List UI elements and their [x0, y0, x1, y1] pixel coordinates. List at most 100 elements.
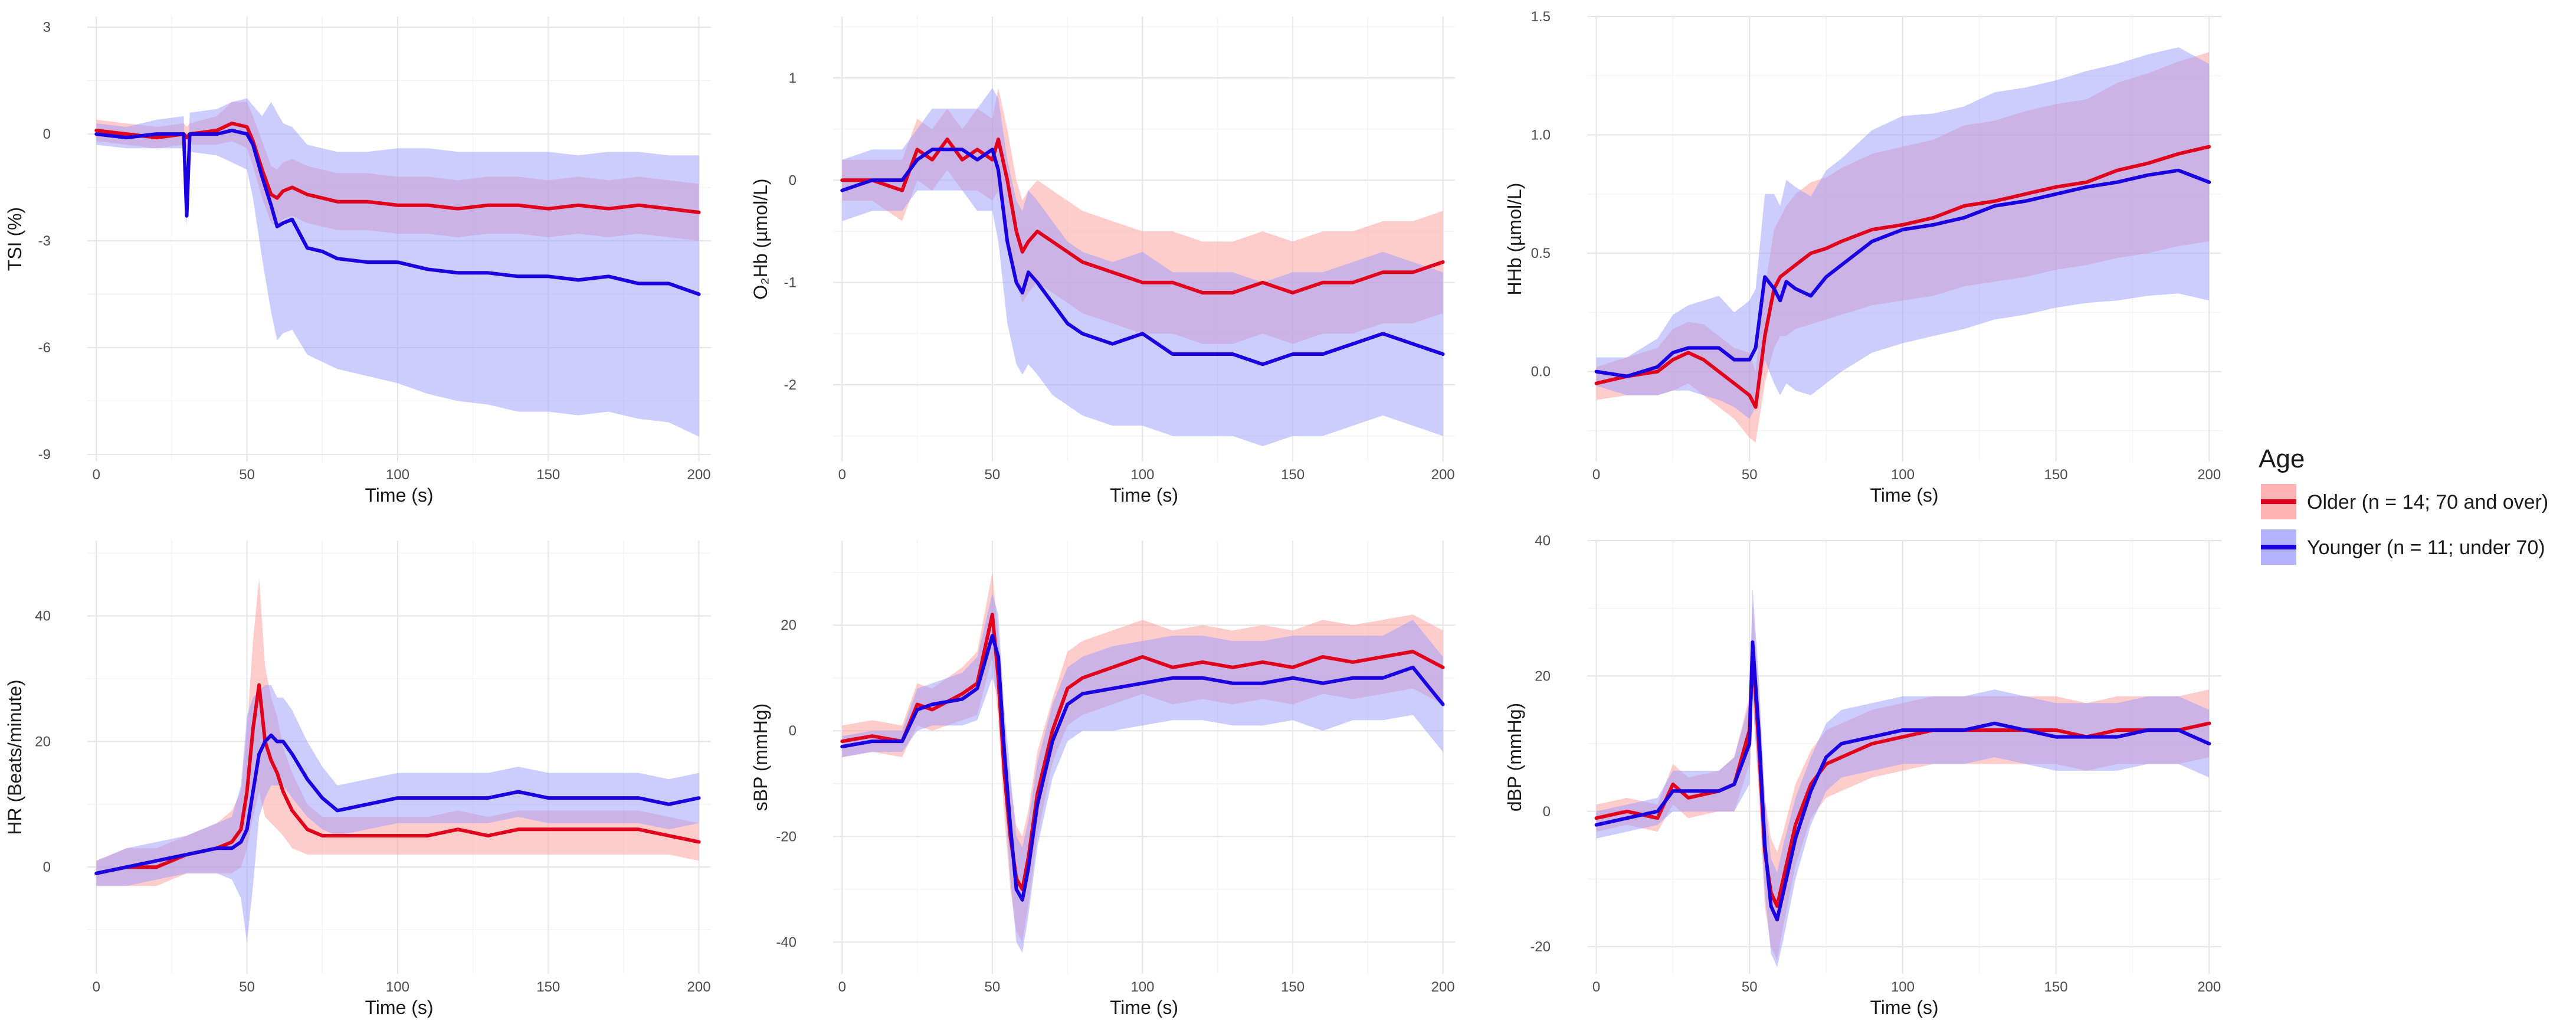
line-hhb-older — [1594, 145, 2211, 409]
lines-dbp — [1594, 640, 2211, 922]
x-tick-label: 200 — [2197, 979, 2221, 995]
x-tick-label: 100 — [1130, 979, 1154, 995]
bands-hhb — [1596, 47, 2210, 443]
x-tick-label: 0 — [93, 467, 100, 483]
x-tick-label: 100 — [1130, 467, 1154, 483]
y-tick-label: 0 — [43, 126, 51, 142]
band-hhb-younger — [1596, 47, 2210, 419]
x-tick-label: 100 — [386, 979, 409, 995]
x-axis-title: Time (s) — [1110, 997, 1178, 1018]
line-sbp-younger — [840, 634, 1445, 902]
legend-item-younger: Younger (n = 11; under 70) — [2261, 529, 2545, 565]
x-tick-label: 150 — [1281, 467, 1305, 483]
y-tick-label: 0 — [43, 859, 51, 875]
x-tick-label: 150 — [2044, 467, 2068, 483]
line-dbp-younger — [1594, 640, 2211, 922]
x-tick-label: 50 — [1742, 979, 1758, 995]
panel-tsi: 0 50 100 150 200 -9 -6 -3 0 3 Time (s) TSI (%) — [4, 17, 711, 506]
y-tick-label: 20 — [781, 617, 797, 633]
line-hr-younger — [94, 733, 701, 875]
x-tick-label: 100 — [1891, 467, 1915, 483]
lines-tsi — [94, 122, 701, 296]
band-sbp-younger — [842, 593, 1443, 953]
x-axis-title: Time (s) — [1870, 997, 1938, 1018]
y-tick-label: 0 — [789, 723, 797, 739]
line-sbp-older — [840, 613, 1445, 891]
line-tsi-younger — [94, 129, 701, 296]
line-o2hb-younger — [840, 148, 1445, 367]
x-tick-label: 0 — [838, 979, 846, 995]
y-tick-label: -1 — [784, 275, 797, 291]
bands-hr — [96, 578, 699, 943]
y-tick-label: -3 — [38, 233, 51, 249]
x-tick-label: 100 — [1891, 979, 1915, 995]
line-o2hb-older — [840, 138, 1445, 295]
y-tick-label: -9 — [38, 447, 51, 463]
y-tick-label: 40 — [1535, 533, 1551, 549]
band-dbp-younger — [1596, 588, 2210, 967]
x-tick-label: 0 — [1592, 467, 1600, 483]
lines-hr — [94, 683, 701, 875]
x-tick-label: 200 — [687, 979, 711, 995]
legend: Age Older (n = 14; 70 and over) Younger … — [2259, 444, 2548, 565]
y-tick-label: 20 — [35, 734, 51, 750]
grid-sbp — [833, 541, 1455, 974]
panel-o2hb: 0 50 100 150 200 -2 -1 0 1 Time (s) O₂Hb (µmol/L) — [750, 17, 1455, 506]
legend-label-younger: Younger (n = 11; under 70) — [2307, 536, 2545, 559]
y-axis-title: TSI (%) — [4, 207, 25, 271]
y-tick-label: 0.5 — [1531, 246, 1551, 261]
panel-hhb: 0 50 100 150 200 0.0 0.5 1.0 1.5 Time (s) HHb (µmo… — [1504, 9, 2221, 506]
x-tick-label: 0 — [93, 979, 100, 995]
y-tick-label: 3 — [43, 19, 51, 35]
y-tick-label: -6 — [38, 340, 51, 356]
y-tick-label: 1.0 — [1531, 127, 1551, 143]
x-axis-title: Time (s) — [365, 485, 433, 506]
y-tick-label: 0 — [789, 172, 797, 188]
band-tsi-younger — [96, 98, 699, 437]
line-hr-older — [94, 683, 701, 875]
y-axis-title: dBP (mmHg) — [1504, 703, 1525, 812]
x-tick-label: 200 — [687, 467, 711, 483]
legend-title: Age — [2259, 444, 2305, 473]
band-o2hb-younger — [842, 88, 1443, 447]
y-tick-label: -20 — [1530, 939, 1551, 955]
y-tick-label: 1.5 — [1531, 9, 1551, 25]
x-tick-label: 100 — [386, 467, 409, 483]
x-tick-label: 50 — [1742, 467, 1758, 483]
x-axis-title: Time (s) — [1110, 485, 1178, 506]
y-axis-title: sBP (mmHg) — [750, 703, 771, 812]
x-tick-label: 50 — [985, 467, 1001, 483]
x-tick-label: 150 — [536, 979, 560, 995]
x-tick-label: 150 — [1281, 979, 1305, 995]
x-tick-label: 150 — [536, 467, 560, 483]
x-tick-label: 0 — [1592, 979, 1600, 995]
y-tick-label: -2 — [784, 377, 797, 393]
y-tick-label: 1 — [789, 70, 797, 86]
lines-hhb — [1594, 145, 2211, 409]
band-hr-younger — [96, 685, 699, 943]
x-tick-label: 50 — [239, 979, 255, 995]
y-axis-title: HHb (µmol/L) — [1504, 183, 1525, 296]
lines-sbp — [840, 613, 1445, 902]
legend-item-older: Older (n = 14; 70 and over) — [2261, 484, 2548, 519]
y-tick-label: 40 — [35, 608, 51, 624]
legend-label-older: Older (n = 14; 70 and over) — [2307, 491, 2548, 513]
y-axis-title: HR (Beats/minute) — [4, 679, 25, 835]
x-tick-label: 0 — [838, 467, 846, 483]
y-tick-label: 0.0 — [1531, 364, 1551, 380]
bands-sbp — [842, 572, 1443, 953]
panel-sbp: 0 50 100 150 200 -40 -20 0 20 Time (s) sBP (mmHg) — [750, 541, 1455, 1018]
x-axis-title: Time (s) — [365, 997, 433, 1018]
bands-dbp — [1596, 588, 2210, 967]
y-tick-label: -40 — [776, 934, 797, 950]
x-tick-label: 50 — [239, 467, 255, 483]
x-tick-label: 200 — [2197, 467, 2221, 483]
y-tick-label: 0 — [1543, 804, 1551, 820]
x-tick-label: 200 — [1431, 979, 1455, 995]
y-axis-title: O₂Hb (µmol/L) — [750, 178, 771, 299]
y-tick-label: 20 — [1535, 668, 1551, 684]
y-tick-label: -20 — [776, 829, 797, 845]
line-hhb-younger — [1594, 168, 2211, 378]
